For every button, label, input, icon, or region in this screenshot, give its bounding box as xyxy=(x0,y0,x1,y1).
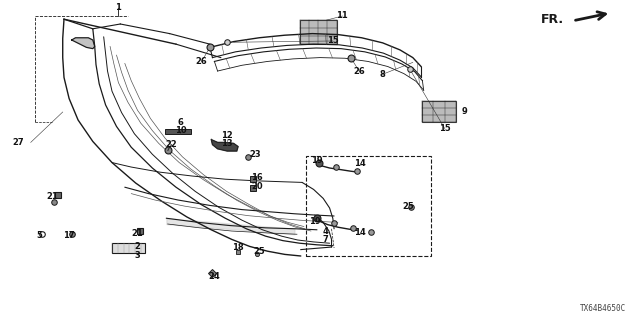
Text: 10: 10 xyxy=(175,126,186,135)
Text: 27: 27 xyxy=(12,138,24,147)
Text: 19: 19 xyxy=(311,156,323,165)
Polygon shape xyxy=(72,38,95,49)
Text: 14: 14 xyxy=(354,159,365,168)
Text: 25: 25 xyxy=(403,202,414,211)
Text: 14: 14 xyxy=(354,228,365,237)
Text: 25: 25 xyxy=(253,247,265,256)
Text: 24: 24 xyxy=(209,272,220,281)
Text: 6: 6 xyxy=(177,118,184,127)
Text: 23: 23 xyxy=(249,150,260,159)
Text: 7: 7 xyxy=(323,235,328,244)
Bar xyxy=(165,129,191,134)
Text: 12: 12 xyxy=(221,131,233,140)
Bar xyxy=(112,243,145,253)
Text: 15: 15 xyxy=(439,124,451,133)
Text: 18: 18 xyxy=(232,243,244,252)
Text: 22: 22 xyxy=(166,140,177,149)
Text: 8: 8 xyxy=(380,70,385,79)
Text: FR.: FR. xyxy=(541,13,564,26)
Polygon shape xyxy=(211,139,238,151)
Text: 21: 21 xyxy=(132,229,143,238)
Text: 11: 11 xyxy=(337,11,348,20)
Text: 4: 4 xyxy=(322,227,328,236)
Text: 3: 3 xyxy=(135,252,140,260)
Text: 5: 5 xyxy=(36,231,43,240)
Bar xyxy=(306,156,431,256)
Text: 16: 16 xyxy=(252,173,263,182)
Text: 1: 1 xyxy=(115,4,122,12)
Text: 2: 2 xyxy=(134,242,141,251)
Text: 15: 15 xyxy=(327,36,339,45)
Text: 21: 21 xyxy=(47,192,58,201)
Bar xyxy=(300,20,337,44)
Text: 9: 9 xyxy=(461,108,467,116)
Text: 20: 20 xyxy=(252,182,263,191)
Text: 13: 13 xyxy=(221,139,233,148)
Text: TX64B4650C: TX64B4650C xyxy=(580,304,626,313)
Text: 19: 19 xyxy=(309,217,321,226)
Text: 17: 17 xyxy=(63,231,75,240)
Text: 26: 26 xyxy=(196,57,207,66)
Bar xyxy=(422,101,456,122)
Text: 26: 26 xyxy=(354,68,365,76)
